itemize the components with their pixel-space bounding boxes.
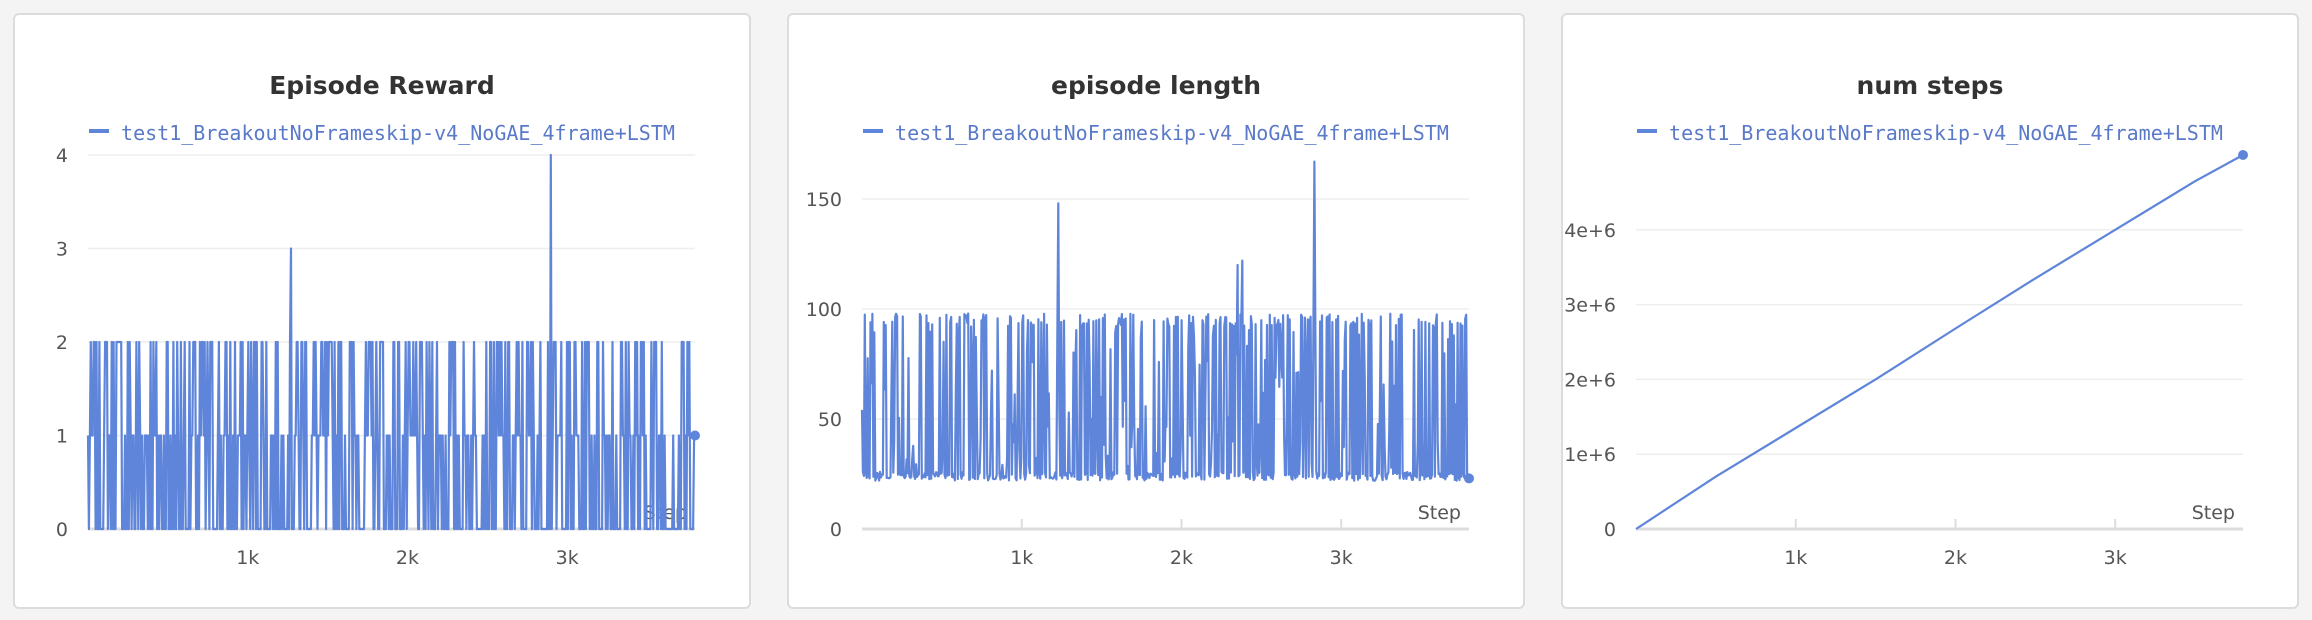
x-tick-label: 3k <box>1330 547 1353 569</box>
y-tick-label: 0 <box>830 519 842 541</box>
chart-panel-episode-reward: 0 1 2 3 4 1k 2k 3k Step Episode Reward test1_Bre… <box>13 13 751 609</box>
series-endpoint <box>2238 150 2248 160</box>
x-axis-label: Step <box>1418 502 1461 524</box>
x-tick-label: 2k <box>1170 547 1193 569</box>
chart-title: num steps <box>1856 71 2004 100</box>
x-axis-label: Step <box>2192 502 2235 524</box>
legend-label: test1_BreakoutNoFrameskip-v4_NoGAE_4fram… <box>1669 121 2223 145</box>
series-endpoint <box>1464 473 1474 484</box>
y-tick-label: 0 <box>1604 519 1616 541</box>
series-line <box>1635 154 2244 530</box>
y-tick-label: 3 <box>56 239 68 261</box>
series-endpoint <box>690 430 700 441</box>
y-tick-label: 1 <box>56 426 68 448</box>
legend[interactable]: test1_BreakoutNoFrameskip-v4_NoGAE_4fram… <box>789 121 1523 145</box>
x-tick-label: 1k <box>1784 547 1807 569</box>
y-tick-label: 2e+6 <box>1564 369 1616 391</box>
series-line <box>860 160 1471 482</box>
chart-panel-episode-length: 0 50 100 150 1k 2k 3k Step episode length test1… <box>787 13 1525 609</box>
x-tick-label: 1k <box>236 547 259 569</box>
series-line <box>86 153 696 531</box>
y-tick-label: 50 <box>818 409 842 431</box>
x-tick-label: 2k <box>1944 547 1967 569</box>
chart-svg-episode-length: 0 50 100 150 1k 2k 3k Step <box>806 160 1474 569</box>
x-tick-label: 1k <box>1010 547 1033 569</box>
y-tick-label: 4e+6 <box>1564 220 1616 242</box>
chart-svg-num-steps: 0 1e+6 2e+6 3e+6 4e+6 1k 2k 3k Step <box>1564 150 2248 569</box>
legend-swatch <box>863 128 884 133</box>
y-tick-label: 4 <box>56 145 68 167</box>
y-tick-label: 150 <box>806 189 842 211</box>
chart-panel-num-steps: 0 1e+6 2e+6 3e+6 4e+6 1k 2k 3k Step num steps te… <box>1561 13 2299 609</box>
x-tick-label: 2k <box>396 547 419 569</box>
x-tick-label: 3k <box>2104 547 2127 569</box>
legend-swatch <box>89 128 110 133</box>
chart-title: Episode Reward <box>269 71 495 100</box>
chart-title: episode length <box>1051 71 1261 100</box>
x-tick-label: 3k <box>556 547 579 569</box>
legend[interactable]: test1_BreakoutNoFrameskip-v4_NoGAE_4fram… <box>1563 121 2297 145</box>
y-tick-label: 3e+6 <box>1564 295 1616 317</box>
y-tick-label: 100 <box>806 299 842 321</box>
y-tick-label: 2 <box>56 332 68 354</box>
y-tick-label: 0 <box>56 519 68 541</box>
legend-swatch <box>1637 128 1658 133</box>
legend-label: test1_BreakoutNoFrameskip-v4_NoGAE_4fram… <box>121 121 675 145</box>
legend-label: test1_BreakoutNoFrameskip-v4_NoGAE_4fram… <box>895 121 1449 145</box>
y-tick-label: 1e+6 <box>1564 444 1616 466</box>
legend[interactable]: test1_BreakoutNoFrameskip-v4_NoGAE_4fram… <box>15 121 749 145</box>
